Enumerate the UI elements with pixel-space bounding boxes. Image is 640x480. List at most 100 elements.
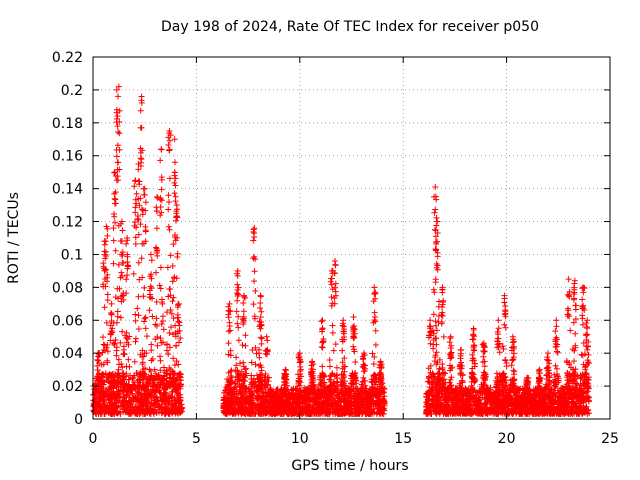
roti-point <box>164 264 171 271</box>
roti-point <box>151 366 158 373</box>
roti-point <box>167 252 174 259</box>
roti-point <box>153 315 160 322</box>
roti-point <box>157 367 164 374</box>
roti-point <box>164 309 171 316</box>
roti-point <box>165 293 172 300</box>
roti-point <box>139 361 146 368</box>
roti-point <box>132 317 139 324</box>
roti-point <box>157 285 164 292</box>
roti-point <box>100 371 107 378</box>
roti-point <box>138 255 145 262</box>
roti-point <box>149 313 156 320</box>
roti-point <box>173 342 180 349</box>
roti-point <box>175 339 182 346</box>
roti-point <box>173 358 180 365</box>
roti-point <box>148 357 155 364</box>
roti-point <box>119 328 126 335</box>
roti-point <box>166 329 173 336</box>
roti-point <box>101 304 108 311</box>
roti-point <box>115 373 122 380</box>
roti-point <box>135 370 142 377</box>
roti-point <box>170 355 177 362</box>
roti-point <box>113 344 120 351</box>
roti-point <box>167 307 174 314</box>
roti-point <box>98 390 105 397</box>
roti-point <box>154 342 161 349</box>
roti-point <box>141 284 148 291</box>
roti-point <box>143 333 150 340</box>
roti-point <box>97 401 104 408</box>
roti-point <box>117 314 124 321</box>
roti-point <box>170 241 177 248</box>
roti-point <box>153 269 160 276</box>
roti-point <box>110 260 117 267</box>
roti-point <box>114 123 121 130</box>
roti-point <box>123 290 130 297</box>
roti-point <box>135 259 142 266</box>
roti-point <box>134 404 141 411</box>
roti-point <box>142 365 149 372</box>
roti-point <box>134 305 141 312</box>
roti-point <box>129 375 136 382</box>
roti-point <box>137 221 144 228</box>
roti-point <box>103 319 110 326</box>
roti-point <box>156 282 163 289</box>
roti-point <box>138 206 145 213</box>
roti-point <box>132 338 139 345</box>
roti-point <box>169 410 176 417</box>
roti-point <box>169 263 176 270</box>
roti-point <box>120 351 127 358</box>
roti-point <box>142 314 149 321</box>
roti-point <box>135 312 142 319</box>
grid-lines <box>93 57 610 419</box>
roti-point <box>132 234 139 241</box>
roti-point <box>140 374 147 381</box>
roti-point <box>116 372 123 379</box>
roti-point <box>169 278 176 285</box>
roti-point <box>156 353 163 360</box>
roti-point <box>165 223 172 230</box>
roti-point <box>157 357 164 364</box>
roti-point <box>153 322 160 329</box>
roti-point <box>100 341 107 348</box>
roti-point <box>131 358 138 365</box>
roti-point <box>153 298 160 305</box>
roti-point <box>117 339 124 346</box>
roti-point <box>169 331 176 338</box>
roti-point <box>110 225 117 232</box>
roti-point <box>115 261 122 268</box>
roti-point <box>169 298 176 305</box>
roti-point <box>121 405 128 412</box>
roti-point <box>120 381 127 388</box>
roti-point <box>159 313 166 320</box>
roti-point <box>123 370 130 377</box>
roti-point <box>132 311 139 318</box>
roti-point <box>124 404 131 411</box>
data-points <box>90 83 593 418</box>
roti-point <box>107 400 114 407</box>
roti-point <box>119 364 126 371</box>
roti-point <box>157 335 164 342</box>
roti-point <box>118 269 125 276</box>
roti-point <box>166 374 173 381</box>
roti-point <box>114 313 121 320</box>
roti-point <box>163 347 170 354</box>
roti-point <box>130 374 137 381</box>
roti-point <box>95 375 102 382</box>
roti-point <box>104 348 111 355</box>
roti-point <box>126 363 133 370</box>
roti-point <box>104 291 111 298</box>
roti-point <box>157 264 164 271</box>
roti-point <box>170 294 177 301</box>
roti-point <box>162 399 169 406</box>
roti-point <box>94 397 101 404</box>
roti-point <box>130 270 137 277</box>
roti-point <box>131 395 138 402</box>
roti-point <box>141 350 148 357</box>
roti-point <box>165 400 172 407</box>
roti-point <box>160 381 167 388</box>
roti-point <box>166 226 173 233</box>
roti-point <box>160 389 167 396</box>
roti-point <box>160 326 167 333</box>
